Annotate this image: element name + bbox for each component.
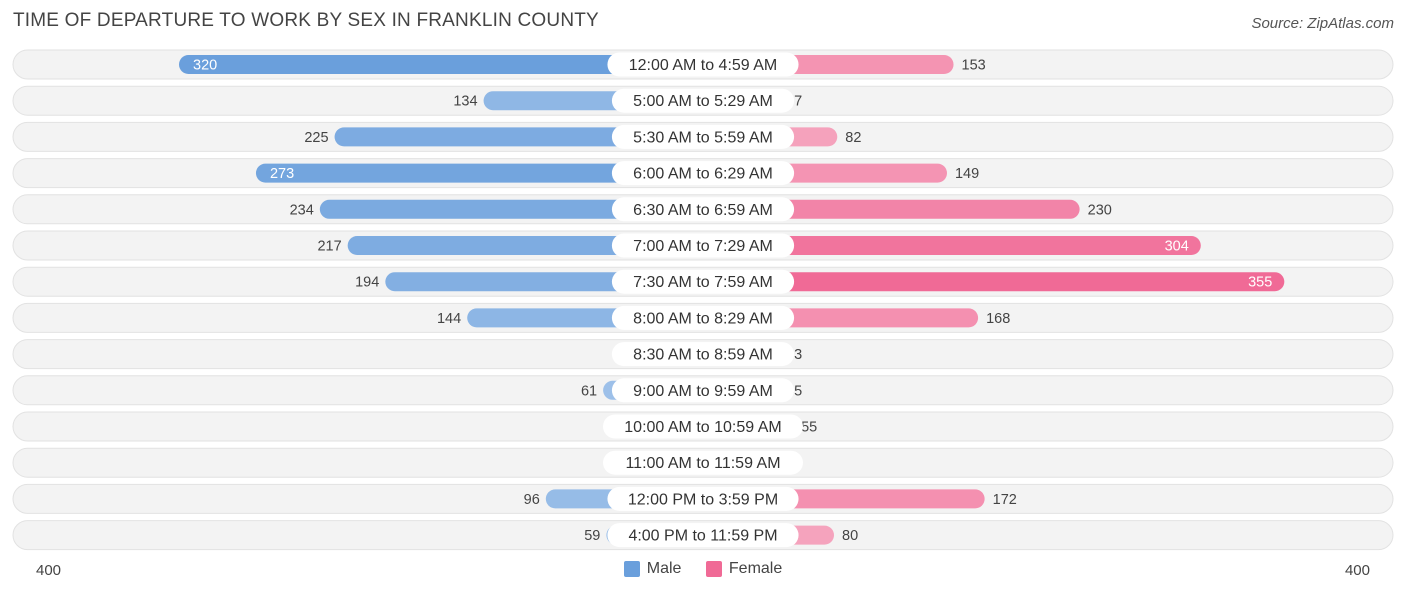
legend-label-male: Male [646,560,682,577]
legend: Male Female [0,560,1406,582]
female-bar [703,236,1201,255]
male-bar [334,127,703,147]
category-label-background [603,414,803,439]
category-label-background [607,52,799,77]
female-value-label: 55 [801,420,817,436]
category-label: 12:00 AM to 4:59 AM [629,57,778,74]
axis-left-label: 400 [36,562,62,579]
male-bar [255,163,703,183]
source-label: Source: ZipAtlas.com [1251,15,1394,32]
category-label: 12:00 PM to 3:59 PM [628,491,778,508]
category-label: 7:00 AM to 7:29 AM [633,238,773,255]
female-value-label: 304 [1165,239,1189,255]
legend-item-male: Male [623,560,682,578]
category-label-background [611,124,795,149]
female-value-label: 149 [955,166,979,182]
axis-right-label: 400 [1344,562,1370,579]
category-label-background [607,523,799,548]
category-label: 8:30 AM to 8:59 AM [633,347,773,364]
category-label-background [607,486,799,511]
male-value-label: 134 [453,94,477,110]
female-value-label: 355 [1248,275,1272,291]
male-value-label: 194 [355,275,379,291]
category-label: 7:30 AM to 7:59 AM [633,274,773,291]
female-bar [703,199,1080,219]
category-label: 11:00 AM to 11:59 AM [625,455,780,472]
category-label: 5:30 AM to 5:59 AM [633,129,773,146]
category-label-background [611,233,795,258]
female-value-label: 80 [842,528,858,544]
male-value-label: 59 [584,528,600,544]
category-label-background [611,197,795,222]
female-value-label: 168 [986,311,1010,327]
category-label-background [611,342,795,367]
male-value-label: 61 [581,383,597,399]
legend-swatch-male [623,561,640,577]
male-value-label: 320 [193,58,217,74]
category-label-background [603,450,803,475]
category-label: 8:00 AM to 8:29 AM [633,310,773,327]
category-label-background [611,88,795,113]
male-value-label: 234 [290,202,314,218]
female-value-label: 82 [845,130,861,146]
female-value-label: 230 [1088,202,1112,218]
category-label-background [611,378,795,403]
legend-item-female: Female [705,560,783,578]
male-bar [179,55,703,74]
category-label-background [611,161,795,186]
category-label: 10:00 AM to 10:59 AM [624,419,781,436]
category-label-background [611,305,795,330]
male-value-label: 144 [437,311,461,327]
category-label: 5:00 AM to 5:29 AM [633,93,773,110]
category-label: 6:00 AM to 6:29 AM [633,166,773,183]
female-value-label: 153 [962,58,986,74]
chart-title: TIME OF DEPARTURE TO WORK BY SEX IN FRAN… [13,10,599,31]
category-label: 9:00 AM to 9:59 AM [633,383,773,400]
legend-label-female: Female [728,560,783,577]
female-value-label: 172 [993,492,1017,508]
category-label: 6:30 AM to 6:59 AM [633,202,773,219]
male-value-label: 96 [524,492,540,508]
category-label-background [611,269,795,294]
legend-swatch-female [705,561,722,577]
male-value-label: 217 [317,239,341,255]
female-bar [703,272,1285,292]
male-value-label: 273 [270,166,294,182]
male-bar [319,199,703,219]
male-value-label: 225 [304,130,328,146]
category-label: 4:00 PM to 11:59 PM [628,528,777,545]
